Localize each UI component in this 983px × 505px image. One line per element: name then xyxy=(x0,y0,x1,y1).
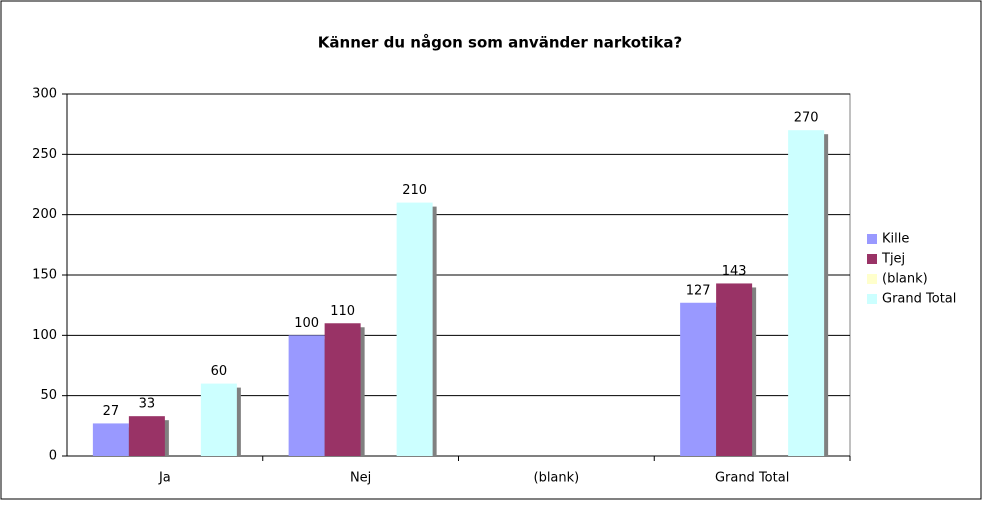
y-tick-label: 100 xyxy=(32,328,57,343)
data-label: 60 xyxy=(211,364,228,379)
data-label: 27 xyxy=(103,404,120,419)
y-tick-label: 0 xyxy=(49,449,57,464)
bar xyxy=(288,335,325,456)
bar xyxy=(92,423,129,456)
data-label: 210 xyxy=(402,183,427,198)
legend-label: Tjej xyxy=(881,252,905,267)
bar xyxy=(788,130,825,456)
y-tick-label: 50 xyxy=(40,388,57,403)
bar xyxy=(396,202,433,456)
x-tick-label: (blank) xyxy=(534,471,580,486)
data-label: 110 xyxy=(330,304,355,319)
chart-title: Känner du någon som använder narkotika? xyxy=(318,34,682,52)
legend-label: Grand Total xyxy=(882,292,956,307)
legend-label: Kille xyxy=(882,232,909,247)
data-label: 33 xyxy=(139,397,156,412)
x-tick-label: Ja xyxy=(158,471,171,486)
y-tick-label: 200 xyxy=(32,207,57,222)
bar xyxy=(716,283,753,456)
y-tick-label: 300 xyxy=(32,87,57,102)
data-label: 127 xyxy=(686,283,711,298)
data-label: 100 xyxy=(294,316,319,331)
legend-swatch xyxy=(867,254,877,264)
data-label: 270 xyxy=(794,111,819,126)
x-tick-label: Nej xyxy=(350,471,371,486)
legend-swatch xyxy=(867,274,877,284)
y-tick-label: 150 xyxy=(32,268,57,283)
bar xyxy=(128,416,165,456)
bar xyxy=(324,323,361,456)
bar xyxy=(680,302,717,456)
legend-swatch xyxy=(867,234,877,244)
x-tick-label: Grand Total xyxy=(715,471,789,486)
legend-label: (blank) xyxy=(882,272,928,287)
legend-swatch xyxy=(867,294,877,304)
bar xyxy=(200,383,237,456)
data-label: 143 xyxy=(722,264,747,279)
y-tick-label: 250 xyxy=(32,147,57,162)
